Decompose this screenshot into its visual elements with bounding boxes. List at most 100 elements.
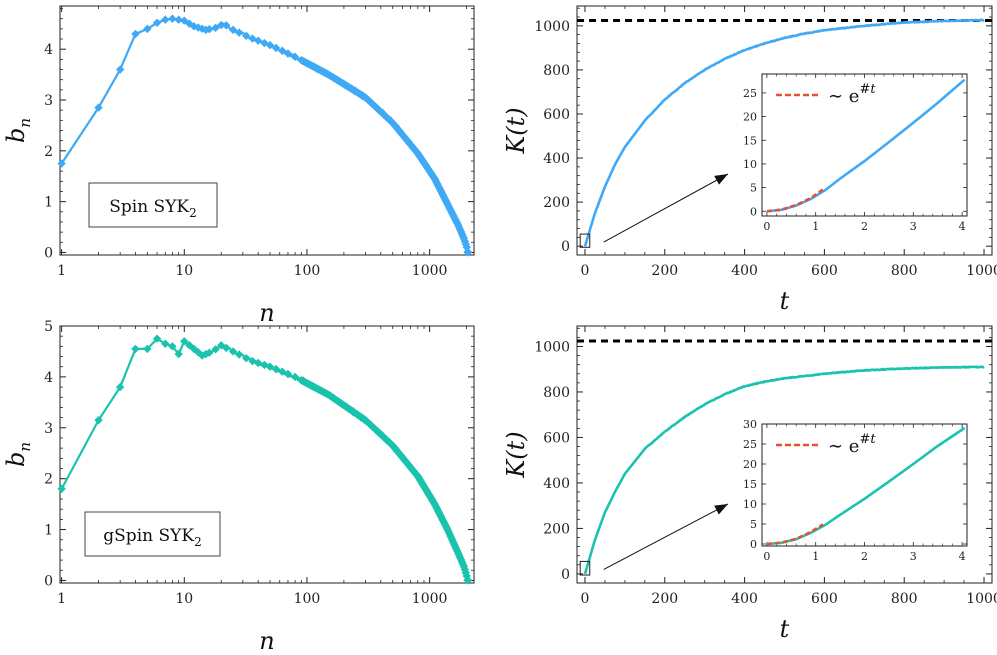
p3-annotation-box bbox=[84, 511, 221, 557]
p1-y-tick-label: 4 bbox=[44, 42, 53, 58]
p1-point bbox=[290, 52, 300, 62]
p4-x-tick-label: 400 bbox=[731, 591, 758, 607]
p4-zoom-arrow bbox=[603, 503, 729, 570]
p1-point bbox=[131, 29, 140, 39]
p1-point bbox=[57, 159, 66, 168]
p4-inset-legend-base: ∼ e bbox=[828, 436, 859, 457]
p1-point bbox=[94, 103, 103, 112]
p4-y-tick-label: 1000 bbox=[534, 339, 570, 355]
p2-x-tick-label: 800 bbox=[891, 263, 918, 279]
p2-inset-y-tick-label: 5 bbox=[750, 182, 757, 195]
p3-point bbox=[463, 576, 473, 585]
p3-point bbox=[265, 362, 275, 371]
p4-inset-y-tick-label: 10 bbox=[743, 498, 757, 511]
p2-inset-legend-base: ∼ e bbox=[828, 86, 859, 107]
p4-inset-y-tick-label: 0 bbox=[750, 538, 757, 551]
p4-inset-x-tick-label: 3 bbox=[910, 550, 917, 563]
p4-inset-legend-exp: #t bbox=[859, 432, 876, 447]
p1-x-axis-label: n bbox=[259, 299, 274, 327]
p2-inset-y-tick-label: 15 bbox=[743, 134, 757, 147]
p3-point bbox=[161, 339, 170, 349]
p2-zoom-box bbox=[579, 233, 591, 248]
p4-inset-x-tick-label: 0 bbox=[763, 550, 770, 563]
p4-inset-x-tick-label: 2 bbox=[861, 550, 868, 563]
p2-inset-x-tick-label: 3 bbox=[910, 220, 917, 233]
p1-annotation-main: Spin SYK bbox=[109, 197, 189, 217]
p3-y-tick-label: 5 bbox=[44, 319, 53, 335]
p3-point bbox=[290, 372, 300, 382]
p2-series-line bbox=[583, 18, 985, 247]
p3-point bbox=[205, 348, 214, 357]
p3-point bbox=[211, 345, 220, 354]
p1-point bbox=[222, 21, 231, 30]
p2-y-tick-label: 200 bbox=[543, 195, 570, 211]
p4-y-tick-label: 600 bbox=[543, 430, 570, 446]
p1-point bbox=[168, 14, 177, 23]
p1-point bbox=[253, 36, 263, 45]
p2-x-axis-label: t bbox=[780, 287, 790, 315]
p2-inset-x-tick-label: 2 bbox=[861, 220, 868, 233]
p3-point bbox=[462, 571, 471, 581]
p2-x-tick-label: 400 bbox=[731, 263, 758, 279]
p3-point bbox=[152, 334, 162, 343]
p1-point bbox=[271, 43, 281, 53]
p2-y-tick-label: 600 bbox=[543, 107, 570, 123]
p4-x-tick-label: 600 bbox=[811, 591, 838, 607]
p4-inset-y-tick-label: 30 bbox=[743, 418, 757, 431]
p1-point bbox=[217, 20, 226, 30]
p2-inset-fit-line bbox=[766, 188, 824, 213]
p3-x-tick-label: 1000 bbox=[412, 591, 448, 607]
p3-annotation-main: gSpin SYK bbox=[103, 526, 194, 546]
p1-annotation-label: Spin SYK2 bbox=[109, 197, 197, 220]
p4-inset-y-tick-label: 25 bbox=[743, 438, 757, 451]
p4-zoom-box bbox=[579, 560, 591, 576]
p3-point bbox=[222, 343, 231, 353]
p1-y-tick-label: 2 bbox=[44, 144, 53, 160]
p4-inset: 0 1 2 3 4 0 5 10 15 20 25 30 ∼ e#t bbox=[743, 418, 968, 563]
p4-inset-fit-line bbox=[766, 523, 824, 546]
p3-x-tick-label: 10 bbox=[175, 591, 193, 607]
p1-point bbox=[228, 25, 238, 35]
p2-inset-frame bbox=[761, 73, 968, 217]
p3-point bbox=[228, 347, 238, 356]
p4-series-line bbox=[583, 365, 985, 575]
p1-x-tick-label: 1 bbox=[57, 263, 66, 279]
p1-y-tick-label: 3 bbox=[44, 93, 53, 109]
p1-y-axis-label: bn bbox=[2, 118, 34, 143]
p3-point bbox=[94, 415, 103, 425]
p4-x-tick-label: 800 bbox=[891, 591, 918, 607]
p3-annotation-sub: 2 bbox=[194, 535, 202, 549]
p2-inset-y-tick-label: 0 bbox=[750, 205, 757, 218]
p3-point bbox=[143, 344, 152, 354]
p3-point bbox=[115, 382, 125, 392]
p1-point bbox=[205, 24, 214, 34]
p1-y-axis-label-sub: n bbox=[16, 118, 34, 128]
p1-x-tick-label: 1000 bbox=[412, 263, 448, 279]
p1-point bbox=[265, 40, 275, 50]
p1-point bbox=[180, 16, 189, 25]
p3-point bbox=[57, 484, 66, 494]
p3-point bbox=[174, 349, 183, 359]
p1-y-tick-label: 0 bbox=[44, 245, 53, 261]
p3-x-axis-label: n bbox=[259, 627, 274, 655]
p2-x-tick-label: 0 bbox=[581, 263, 590, 279]
p1-y-tick-label: 1 bbox=[44, 195, 53, 211]
p3-y-tick-label: 2 bbox=[44, 472, 53, 488]
p3-annotation-label: gSpin SYK2 bbox=[103, 526, 201, 549]
p4-y-tick-label: 0 bbox=[561, 567, 570, 583]
p4-inset-y-tick-label: 15 bbox=[743, 478, 757, 491]
p4-zoom-arrow-head bbox=[714, 504, 728, 515]
p2-inset-y-tick-label: 10 bbox=[743, 158, 757, 171]
p3-x-tick-label: 1 bbox=[57, 591, 66, 607]
p3-point bbox=[271, 364, 281, 374]
p1-point bbox=[463, 248, 473, 257]
p4-y-tick-label: 200 bbox=[543, 521, 570, 537]
p1-y-axis-label-main: b bbox=[2, 128, 30, 143]
p2-x-tick-label: 200 bbox=[651, 263, 678, 279]
p3-point bbox=[283, 369, 293, 379]
p1-point bbox=[152, 18, 162, 27]
p3-y-tick-label: 3 bbox=[44, 421, 53, 437]
p1-point bbox=[283, 49, 293, 58]
